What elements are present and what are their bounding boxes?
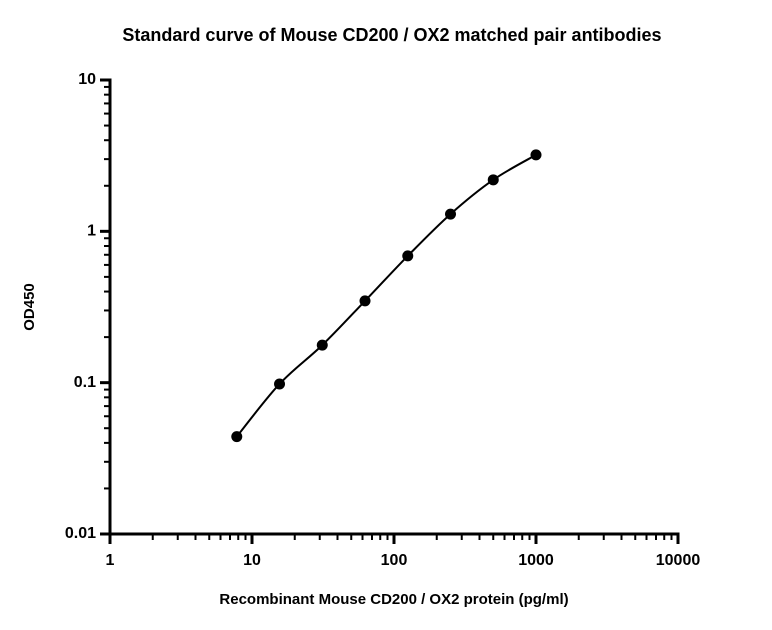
- y-tick-label: 10: [78, 71, 96, 88]
- data-point: [231, 431, 243, 443]
- y-axis-label: OD450: [21, 283, 38, 331]
- data-point: [316, 339, 328, 351]
- data-point: [359, 295, 371, 307]
- data-point: [274, 378, 286, 390]
- x-tick-label: 1000: [518, 552, 554, 569]
- data-point: [402, 250, 414, 262]
- fit-curve: [235, 154, 537, 438]
- x-tick-label: 100: [381, 552, 408, 569]
- x-tick-label: 10000: [656, 552, 701, 569]
- x-tick-label: 1: [106, 552, 115, 569]
- data-point: [487, 174, 499, 186]
- y-tick-label: 1: [87, 223, 96, 240]
- y-tick-label: 0.1: [74, 374, 96, 391]
- x-axis-label: Recombinant Mouse CD200 / OX2 protein (p…: [219, 591, 568, 608]
- y-tick-label: 0.01: [65, 525, 96, 542]
- data-point: [445, 208, 457, 220]
- data-point: [530, 149, 542, 161]
- chart-title: Standard curve of Mouse CD200 / OX2 matc…: [122, 25, 661, 45]
- x-tick-label: 10: [243, 552, 261, 569]
